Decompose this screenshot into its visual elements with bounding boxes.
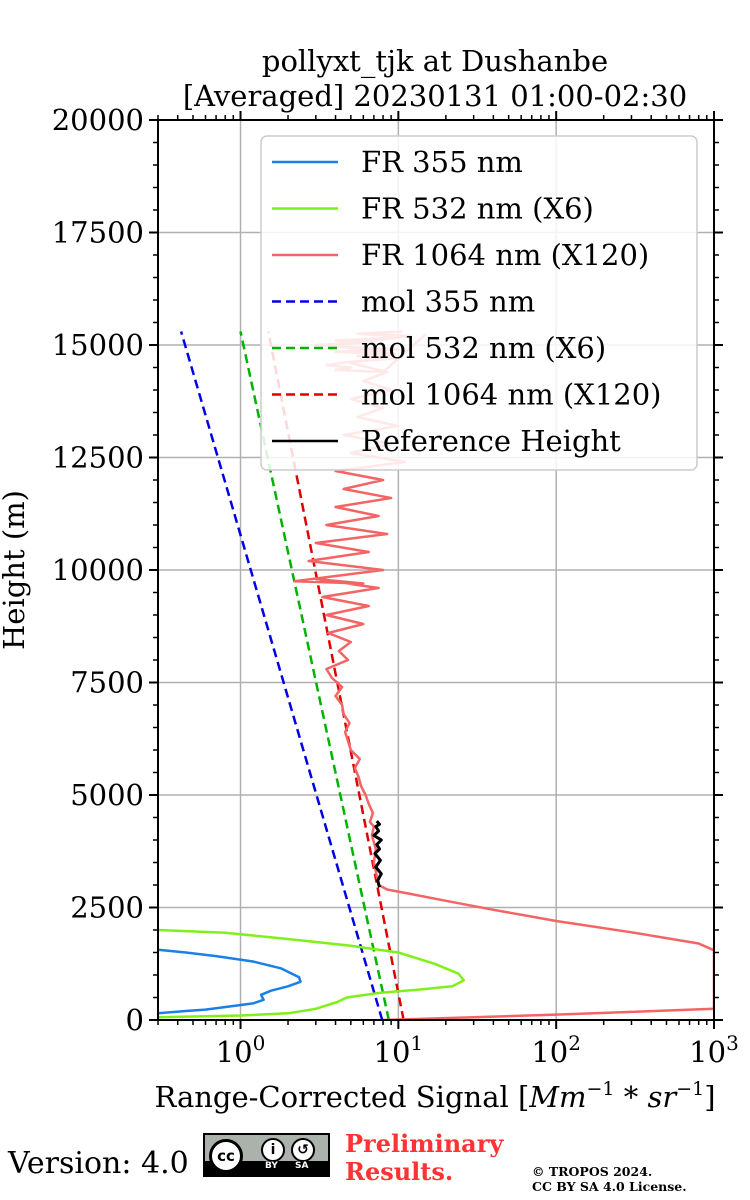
y-tick-label: 12500: [52, 441, 144, 475]
y-tick-label: 17500: [52, 216, 144, 250]
series-line-mol-532-nm-x6-: [239, 331, 391, 1020]
y-tick-label: 2500: [70, 891, 144, 925]
legend-label: mol 532 nm (X6): [361, 331, 606, 365]
y-tick-label: 15000: [52, 328, 144, 362]
cc-logo-icon: cc: [209, 1139, 243, 1173]
plot-frame: [157, 119, 715, 1021]
y-axis-label: Height (m): [0, 490, 31, 650]
x-tick-label: 101: [374, 1031, 424, 1069]
copyright-notice: © TROPOS 2024. CC BY SA 4.0 License.: [532, 1164, 687, 1194]
y-tick-label: 20000: [52, 103, 144, 137]
attribution-icon: i: [261, 1138, 285, 1162]
y-tick-label: 5000: [70, 778, 144, 812]
series-line-reference-height: [372, 820, 383, 888]
series-line-fr-355-nm: [158, 948, 302, 1015]
x-tick-label: 100: [216, 1031, 266, 1069]
copyright-line2: CC BY SA 4.0 License.: [532, 1179, 687, 1194]
x-axis-label: Range-Corrected Signal [Mm−1 * sr−1]: [154, 1078, 715, 1114]
cc-by-label: BY: [265, 1161, 278, 1171]
series-line-mol-1064-nm-x120-: [267, 331, 405, 1020]
copyright-line1: © TROPOS 2024.: [532, 1164, 653, 1179]
footer: Version: 4.0 cc i ↺ BY SA Preliminary Re…: [0, 1128, 750, 1200]
legend-box: [260, 135, 698, 471]
legend-label: mol 1064 nm (X120): [361, 378, 662, 412]
chart-figure: pollyxt_tjk at Dushanbe [Averaged] 20230…: [0, 44, 739, 1114]
cc-license-badge[interactable]: cc i ↺ BY SA: [203, 1133, 330, 1177]
legend: FR 355 nm FR 532 nm (X6) FR 1064 nm (X120)…: [260, 135, 698, 471]
preliminary-notice: Preliminary Results.: [345, 1130, 503, 1186]
preliminary-line2: Results.: [345, 1157, 454, 1186]
legend-label: Reference Height: [361, 424, 621, 458]
legend-label: mol 355 nm: [361, 285, 535, 319]
share-alike-icon: ↺: [291, 1138, 315, 1162]
axis-ticks: 0 2500 5000 7500 10000 12500 15000 17500 20000 10…: [52, 103, 739, 1069]
chart-title-line2: [Averaged] 20230131 01:00-02:30: [183, 79, 687, 113]
cc-sa-label: SA: [295, 1161, 309, 1171]
legend-label: FR 1064 nm (X120): [361, 238, 649, 272]
x-tick-label: 103: [689, 1031, 739, 1069]
series-line-fr-532-nm-x6-: [158, 928, 466, 1019]
series-line-mol-355-nm: [179, 331, 384, 1020]
version-text: Version: 4.0: [8, 1146, 189, 1181]
preliminary-line1: Preliminary: [345, 1129, 504, 1158]
legend-label: FR 532 nm (X6): [361, 192, 594, 226]
y-tick-label: 10000: [52, 553, 144, 587]
legend-label: FR 355 nm: [361, 145, 523, 179]
y-tick-label: 7500: [70, 666, 144, 700]
chart-title-line1: pollyxt_tjk at Dushanbe: [262, 44, 608, 79]
y-tick-label: 0: [126, 1003, 144, 1037]
x-tick-label: 102: [531, 1031, 581, 1069]
